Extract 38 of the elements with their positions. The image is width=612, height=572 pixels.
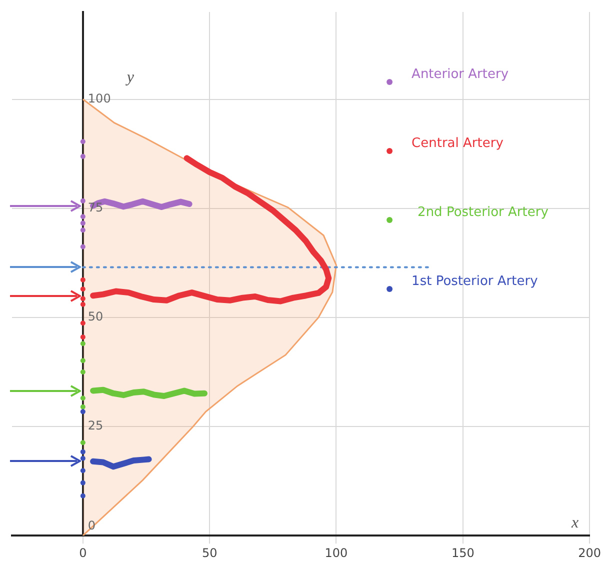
point: [80, 404, 86, 410]
point: [80, 396, 86, 401]
y-tick-label: 100: [88, 91, 111, 106]
point: [80, 440, 86, 446]
point: [80, 198, 86, 204]
point: [80, 154, 86, 159]
point: [80, 277, 86, 282]
point: [80, 369, 86, 374]
point: [80, 341, 86, 346]
point: [80, 320, 86, 326]
point: [80, 302, 86, 307]
point: [80, 456, 86, 461]
point: [80, 139, 86, 144]
point: [80, 493, 86, 498]
y-tick-label: 50: [88, 310, 104, 324]
point: [80, 409, 86, 414]
point: [80, 480, 86, 486]
legend-label: Central Artery: [412, 136, 504, 151]
y-tick-label: 25: [88, 418, 104, 433]
point: [80, 286, 86, 292]
point: [80, 228, 86, 233]
point: [80, 296, 86, 302]
x-tick-label: 200: [578, 546, 601, 560]
x-tick-label: 150: [451, 546, 474, 560]
x-axis-title: x: [570, 514, 579, 532]
x-tick-label: 100: [324, 546, 348, 560]
point: [80, 468, 86, 474]
legend-label: Anterior Artery: [412, 67, 509, 82]
point: [80, 358, 86, 364]
x-tick-label: 50: [202, 546, 218, 560]
point: [80, 449, 86, 454]
legend-label: 1st Posterior Artery: [412, 274, 538, 289]
point: [80, 244, 86, 250]
point: [80, 220, 86, 226]
point: [80, 214, 86, 220]
point: [80, 334, 86, 340]
y-axis-title: y: [124, 69, 135, 86]
legend-label: 2nd Posterior Artery: [418, 205, 549, 220]
